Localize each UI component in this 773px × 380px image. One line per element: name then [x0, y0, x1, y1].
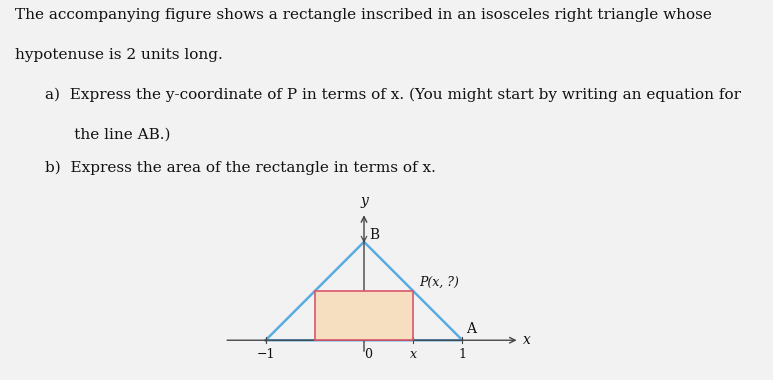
Text: the line AB.): the line AB.): [45, 128, 171, 142]
Text: a)  Express the y-coordinate of P in terms of x. (You might start by writing an : a) Express the y-coordinate of P in term…: [45, 88, 741, 102]
Text: 1: 1: [458, 348, 466, 361]
Text: A: A: [466, 322, 476, 336]
Text: P(x, ?): P(x, ?): [419, 276, 459, 289]
Text: hypotenuse is 2 units long.: hypotenuse is 2 units long.: [15, 48, 223, 62]
Text: 0: 0: [364, 348, 372, 361]
Text: B: B: [369, 228, 379, 242]
Text: −1: −1: [257, 348, 275, 361]
Text: b)  Express the area of the rectangle in terms of x.: b) Express the area of the rectangle in …: [45, 161, 436, 175]
Text: x: x: [410, 348, 417, 361]
Text: x: x: [523, 333, 531, 347]
Text: y: y: [360, 195, 368, 208]
Bar: [315, 291, 414, 340]
Text: The accompanying figure shows a rectangle inscribed in an isosceles right triang: The accompanying figure shows a rectangl…: [15, 8, 713, 22]
